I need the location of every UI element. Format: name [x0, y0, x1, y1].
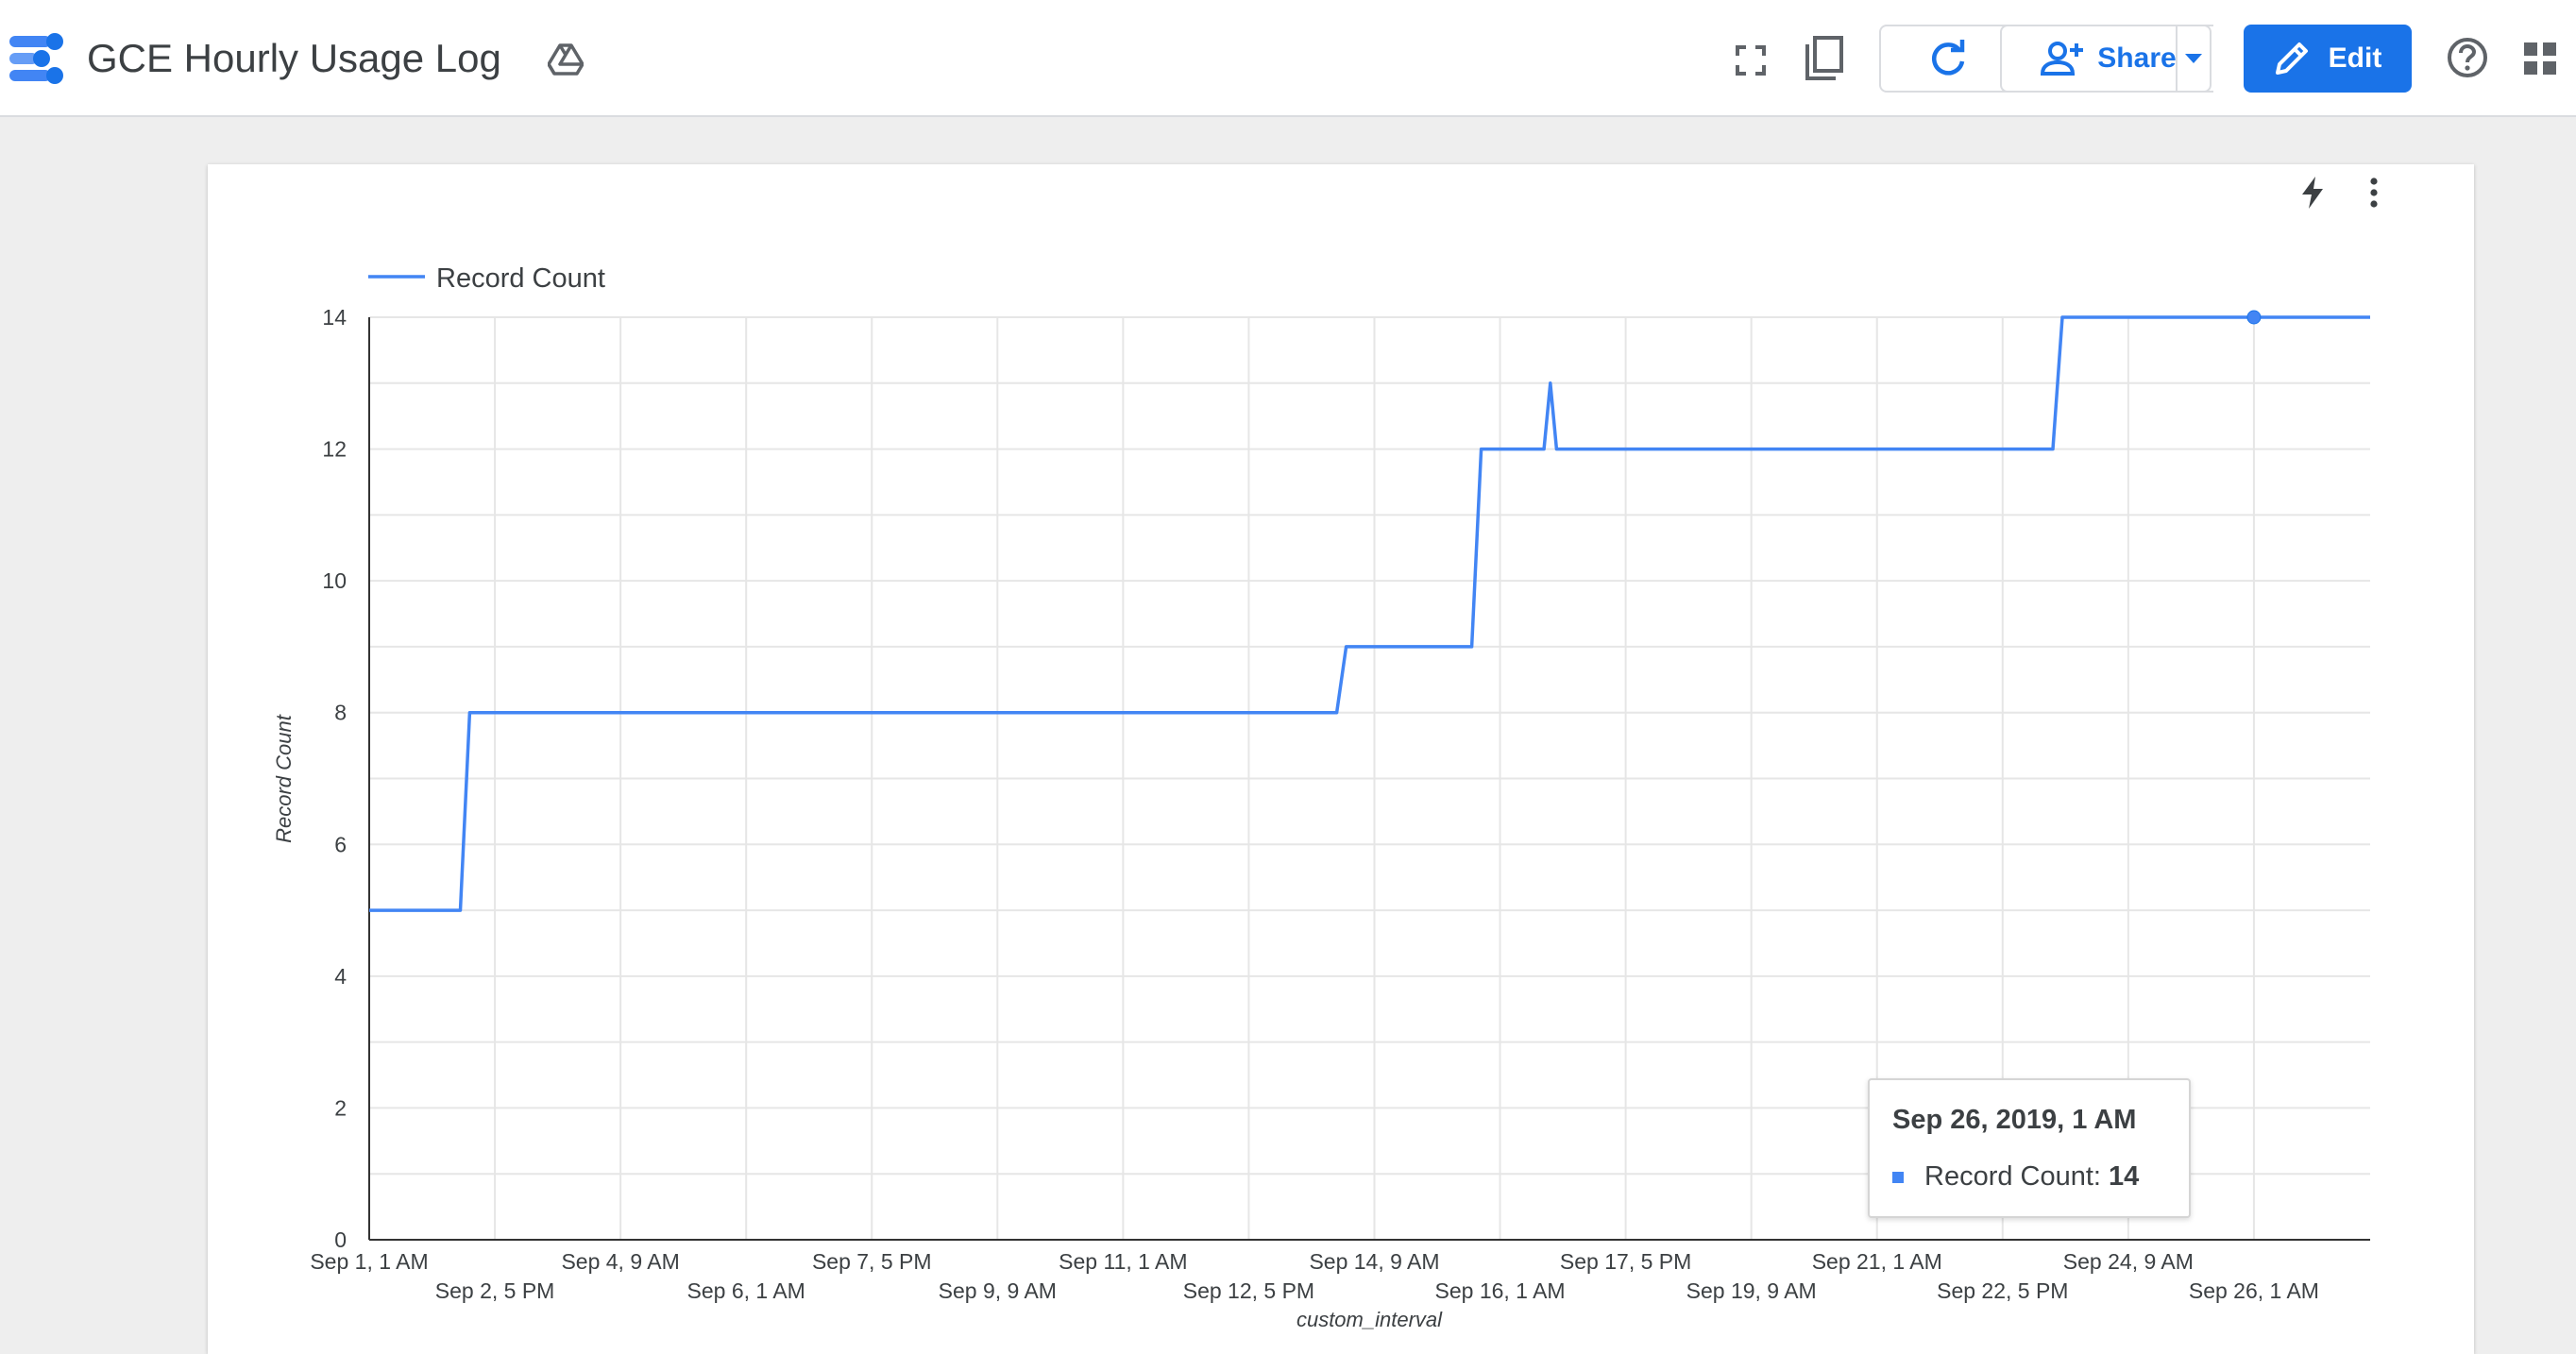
x-tick-label: Sep 16, 1 AM	[1435, 1278, 1566, 1303]
tooltip-series-swatch	[1892, 1171, 1904, 1183]
hovered-data-point[interactable]	[2246, 310, 2262, 325]
copy-icon	[1805, 36, 1843, 80]
fullscreen-button[interactable]	[1730, 40, 1771, 81]
refresh-icon	[1932, 40, 1965, 76]
share-options-dropdown[interactable]	[2176, 25, 2212, 93]
person-add-icon	[2041, 42, 2084, 76]
x-tick-label: Sep 24, 9 AM	[2063, 1249, 2194, 1274]
tooltip-date: Sep 26, 2019, 1 AM	[1892, 1105, 2137, 1135]
chart-tooltip: Sep 26, 2019, 1 AM Record Count: 14	[1868, 1078, 2191, 1218]
apps-button[interactable]	[2523, 42, 2557, 76]
apps-grid-icon	[2524, 42, 2556, 75]
x-tick-label: Sep 21, 1 AM	[1812, 1249, 1942, 1274]
x-tick-label: Sep 4, 9 AM	[561, 1249, 679, 1274]
y-tick-labels: 0 2 4 6 8 10 12 14	[322, 305, 347, 1252]
x-tick-label: Sep 12, 5 PM	[1183, 1278, 1314, 1303]
tooltip-row: Record Count: 14	[1892, 1161, 2139, 1193]
report-title[interactable]: GCE Hourly Usage Log	[87, 36, 501, 80]
fullscreen-icon	[1736, 45, 1766, 76]
help-button[interactable]	[2446, 36, 2489, 79]
y-tick-label: 4	[334, 964, 347, 989]
x-tick-label: Sep 14, 9 AM	[1309, 1249, 1439, 1274]
x-tick-label: Sep 19, 9 AM	[1686, 1278, 1817, 1303]
edit-button[interactable]: Edit	[2244, 25, 2412, 93]
tooltip-series-value: 14	[2109, 1161, 2140, 1192]
edit-label: Edit	[2328, 42, 2382, 74]
y-tick-label: 2	[334, 1095, 347, 1120]
y-tick-label: 14	[322, 305, 347, 330]
google-drive-icon	[548, 43, 584, 76]
chart-axes	[368, 317, 2370, 1241]
series-line-record-count[interactable]	[369, 315, 2370, 912]
help-icon	[2448, 38, 2487, 77]
y-axis-title: Record Count	[272, 714, 296, 843]
share-label: Share	[2097, 42, 2177, 74]
y-tick-label: 10	[322, 568, 347, 593]
caret-down-icon	[2185, 54, 2202, 63]
x-axis-title: custom_interval	[1296, 1308, 1443, 1331]
y-tick-label: 0	[334, 1227, 347, 1252]
x-tick-label: Sep 11, 1 AM	[1059, 1249, 1187, 1274]
y-tick-label: 6	[334, 832, 347, 856]
x-tick-label: Sep 9, 9 AM	[939, 1278, 1057, 1303]
x-tick-label: Sep 22, 5 PM	[1937, 1278, 2068, 1303]
copy-report-button[interactable]	[1802, 34, 1847, 83]
refresh-data-button[interactable]	[1879, 25, 2017, 93]
x-tick-label: Sep 1, 1 AM	[310, 1249, 428, 1274]
x-tick-label: Sep 7, 5 PM	[812, 1249, 932, 1274]
x-tick-label: Sep 17, 5 PM	[1560, 1249, 1691, 1274]
top-bar: GCE Hourly Usage Log Share	[0, 0, 2576, 117]
more-vert-icon[interactable]	[2361, 176, 2387, 210]
x-tick-label: Sep 6, 1 AM	[687, 1278, 805, 1303]
data-studio-logo-icon[interactable]	[8, 32, 64, 85]
x-tick-label: Sep 2, 5 PM	[435, 1278, 555, 1303]
lightning-icon[interactable]	[2298, 176, 2327, 210]
legend-label-record-count: Record Count	[436, 263, 605, 294]
tooltip-series-label: Record Count:	[1924, 1161, 2101, 1192]
chart-legend[interactable]: Record Count	[368, 263, 605, 294]
y-tick-label: 12	[322, 437, 347, 462]
y-tick-label: 8	[334, 701, 347, 725]
pencil-icon	[2275, 42, 2308, 75]
x-tick-label: Sep 26, 1 AM	[2189, 1278, 2319, 1303]
